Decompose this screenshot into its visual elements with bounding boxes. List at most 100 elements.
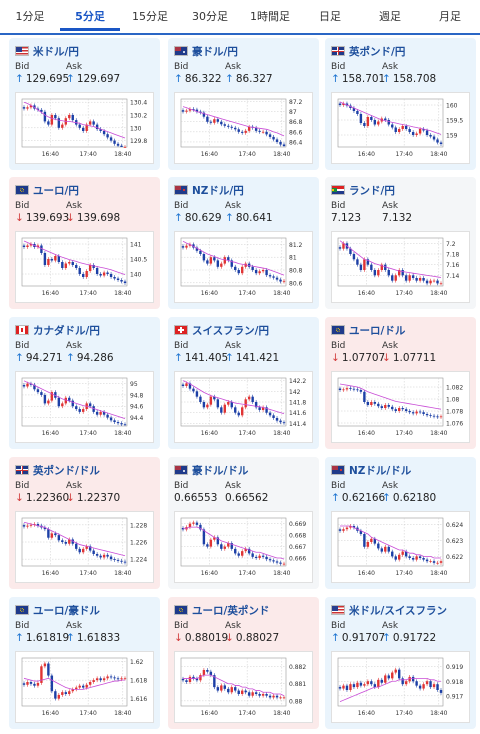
currency-pair-name[interactable]: ユーロ/豪ドル xyxy=(33,604,100,617)
bid-label: Bid xyxy=(174,341,189,351)
candle xyxy=(370,538,373,542)
ask-label: Ask xyxy=(382,62,399,72)
candle xyxy=(54,392,57,398)
candle xyxy=(71,115,74,121)
price-chart[interactable]: 81.2 81 80.8 80.6 16:40 17:40 18:40 xyxy=(175,232,312,302)
chart-container[interactable]: 142.2 142 141.8 141.6 141.4 16:40 17:40 18:40 xyxy=(174,371,313,443)
rate-card[interactable]: ユーロ/円 Bid Ask ↓ 139.693 ↓ 139.698 141 140.5 140 16… xyxy=(9,177,160,309)
currency-pair-name[interactable]: 英ポンド/ドル xyxy=(33,464,100,477)
tab-timeframe-6[interactable]: 日足 xyxy=(319,10,341,23)
candle xyxy=(188,244,192,246)
candle xyxy=(254,270,258,274)
price-chart[interactable]: 0.919 0.918 0.917 16:40 17:40 18:40 xyxy=(332,652,469,722)
chart-container[interactable]: 7.2 7.18 7.16 7.14 16:40 17:40 18:40 xyxy=(331,231,470,303)
candle xyxy=(258,130,261,132)
tab-timeframe-7[interactable]: 週足 xyxy=(379,10,401,23)
currency-pair-name[interactable]: 米ドル/スイスフラン xyxy=(349,604,448,617)
price-chart[interactable]: 160 159.5 159 16:40 17:40 18:40 xyxy=(332,93,469,163)
currency-pair-name[interactable]: NZドル/ドル xyxy=(349,464,412,477)
candle xyxy=(436,416,439,418)
price-chart[interactable]: 0.669 0.668 0.667 0.666 16:40 17:40 18:40 xyxy=(175,512,312,582)
rate-card[interactable]: カナダドル/円 Bid Ask ↑ 94.271 ↑ 94.286 95 94.8 94.6 94.… xyxy=(9,317,160,449)
rate-card[interactable]: 米ドル/スイスフラン Bid Ask ↑ 0.91707 ↑ 0.91722 0.919 0.9… xyxy=(325,597,476,729)
rate-card[interactable]: スイスフラン/円 Bid Ask ↑ 141.405 ↑ 141.421 142.2 142 14… xyxy=(168,317,319,449)
card-header: 豪ドル/円 xyxy=(174,44,238,58)
x-tick-label: 18:40 xyxy=(430,290,447,297)
currency-pair-name[interactable]: 豪ドル/円 xyxy=(192,45,238,58)
candle xyxy=(342,243,345,249)
price-chart[interactable]: 7.2 7.18 7.16 7.14 16:40 17:40 18:40 xyxy=(332,232,469,302)
currency-pair-name[interactable]: 英ポンド/円 xyxy=(349,45,406,58)
candle xyxy=(82,548,85,553)
bid-price: ↑ 0.62166 xyxy=(331,492,385,504)
currency-pair-name[interactable]: ユーロ/ドル xyxy=(349,324,406,337)
candle xyxy=(359,264,363,270)
chart-container[interactable]: 130.4 130.2 130 129.8 16:40 17:40 18:40 xyxy=(15,92,154,164)
rate-card[interactable]: 豪ドル/ドル Bid Ask 0.66553 0.66562 0.669 0.668 0.66… xyxy=(168,457,319,589)
rate-card[interactable]: 米ドル/円 Bid Ask ↑ 129.695 ↑ 129.697 130.4 130.2 130… xyxy=(9,38,160,170)
currency-pair-name[interactable]: カナダドル/円 xyxy=(33,324,100,337)
tab-timeframe-1[interactable]: 1分足 xyxy=(15,10,45,23)
tab-timeframe-8[interactable]: 月足 xyxy=(439,10,461,23)
rate-card[interactable]: ユーロ/豪ドル Bid Ask ↑ 1.61819 ↑ 1.61833 1.62 1.618 1.… xyxy=(9,597,160,729)
candle xyxy=(377,270,380,276)
currency-pair-name[interactable]: ユーロ/英ポンド xyxy=(192,604,270,617)
candle xyxy=(216,537,220,545)
candle xyxy=(99,129,102,131)
plot-frame xyxy=(21,657,128,707)
y-tick-label: 0.623 xyxy=(446,538,463,545)
price-chart[interactable]: 1.62 1.618 1.616 16:40 17:40 18:40 xyxy=(16,652,153,722)
chart-container[interactable]: 160 159.5 159 16:40 17:40 18:40 xyxy=(331,92,470,164)
currency-pair-name[interactable]: 米ドル/円 xyxy=(33,45,79,58)
currency-pair-name[interactable]: スイスフラン/円 xyxy=(192,324,270,337)
price-chart[interactable]: 1.082 1.08 1.078 1.076 16:40 17:40 18:40 xyxy=(332,372,469,442)
price-chart[interactable]: 0.882 0.881 0.88 16:40 17:40 18:40 xyxy=(175,652,312,722)
candle xyxy=(68,115,71,119)
chart-container[interactable]: 0.669 0.668 0.667 0.666 16:40 17:40 18:40 xyxy=(174,511,313,583)
tab-timeframe-3[interactable]: 15分足 xyxy=(132,10,168,23)
candle xyxy=(202,112,206,117)
rate-card[interactable]: 英ポンド/円 Bid Ask ↑ 158.701 ↑ 158.708 160 159.5 159 1… xyxy=(325,38,476,170)
rate-card[interactable]: NZドル/ドル Bid Ask ↑ 0.62166 ↑ 0.62180 0.624 0.623 0… xyxy=(325,457,476,589)
chart-container[interactable]: 0.882 0.881 0.88 16:40 17:40 18:40 xyxy=(174,651,313,723)
price-chart[interactable]: 141 140.5 140 16:40 17:40 18:40 xyxy=(16,232,153,302)
ask-value: 0.62180 xyxy=(392,492,437,504)
price-chart[interactable]: 1.228 1.226 1.224 16:40 17:40 18:40 xyxy=(16,512,153,582)
chart-container[interactable]: 1.082 1.08 1.078 1.076 16:40 17:40 18:40 xyxy=(331,371,470,443)
rate-card[interactable]: NZドル/円 Bid Ask ↑ 80.629 ↑ 80.641 81.2 81 80.8 80.6… xyxy=(168,177,319,309)
chart-container[interactable]: 141 140.5 140 16:40 17:40 18:40 xyxy=(15,231,154,303)
candle xyxy=(398,669,401,679)
currency-pair-name[interactable]: 豪ドル/ドル xyxy=(192,464,249,477)
currency-pair-name[interactable]: ユーロ/円 xyxy=(33,184,79,197)
price-chart[interactable]: 87.2 87 86.8 86.6 86.4 16:40 17:40 18:40 xyxy=(175,93,312,163)
price-chart[interactable]: 142.2 142 141.8 141.6 141.4 16:40 17:40 18:40 xyxy=(175,372,312,442)
candle xyxy=(213,257,216,261)
candle xyxy=(272,560,275,562)
currency-pair-name[interactable]: ランド/円 xyxy=(349,184,395,197)
rate-card[interactable]: ランド/円 Bid Ask 7.123 7.132 7.2 7.18 7.16 7.14 16:4… xyxy=(325,177,476,309)
chart-container[interactable]: 0.919 0.918 0.917 16:40 17:40 18:40 xyxy=(331,651,470,723)
price-chart[interactable]: 130.4 130.2 130 129.8 16:40 17:40 18:40 xyxy=(16,93,153,163)
tab-timeframe-2[interactable]: 5分足 xyxy=(60,0,120,31)
currency-pair-name[interactable]: NZドル/円 xyxy=(192,184,244,197)
price-chart[interactable]: 95 94.8 94.6 94.4 16:40 17:40 18:40 xyxy=(16,372,153,442)
price-chart[interactable]: 0.624 0.623 0.622 16:40 17:40 18:40 xyxy=(332,512,469,582)
chart-container[interactable]: 95 94.8 94.6 94.4 16:40 17:40 18:40 xyxy=(15,371,154,443)
candle xyxy=(68,691,71,694)
rate-card[interactable]: ユーロ/英ポンド Bid Ask ↓ 0.88019 ↓ 0.88027 0.882 0.881… xyxy=(168,597,319,729)
candle xyxy=(209,396,213,405)
chart-container[interactable]: 1.62 1.618 1.616 16:40 17:40 18:40 xyxy=(15,651,154,723)
chart-container[interactable]: 0.624 0.623 0.622 16:40 17:40 18:40 xyxy=(331,511,470,583)
x-tick-label: 18:40 xyxy=(114,710,131,717)
chart-container[interactable]: 87.2 87 86.8 86.6 86.4 16:40 17:40 18:40 xyxy=(174,92,313,164)
tab-timeframe-4[interactable]: 30分足 xyxy=(192,10,228,23)
candle xyxy=(57,397,61,407)
bid-price: ↑ 94.271 xyxy=(15,352,63,364)
candle xyxy=(261,694,265,696)
rate-card[interactable]: 豪ドル/円 Bid Ask ↑ 86.322 ↑ 86.327 87.2 87 86.8 86.6 8… xyxy=(168,38,319,170)
chart-container[interactable]: 1.228 1.226 1.224 16:40 17:40 18:40 xyxy=(15,511,154,583)
rate-card[interactable]: ユーロ/ドル Bid Ask ↓ 1.07707 ↓ 1.07711 1.082 1.08 1.0… xyxy=(325,317,476,449)
rate-card[interactable]: 英ポンド/ドル Bid Ask ↓ 1.22360 ↓ 1.22370 1.228 1.226 1… xyxy=(9,457,160,589)
tab-timeframe-5[interactable]: 1時間足 xyxy=(250,10,290,23)
chart-container[interactable]: 81.2 81 80.8 80.6 16:40 17:40 18:40 xyxy=(174,231,313,303)
